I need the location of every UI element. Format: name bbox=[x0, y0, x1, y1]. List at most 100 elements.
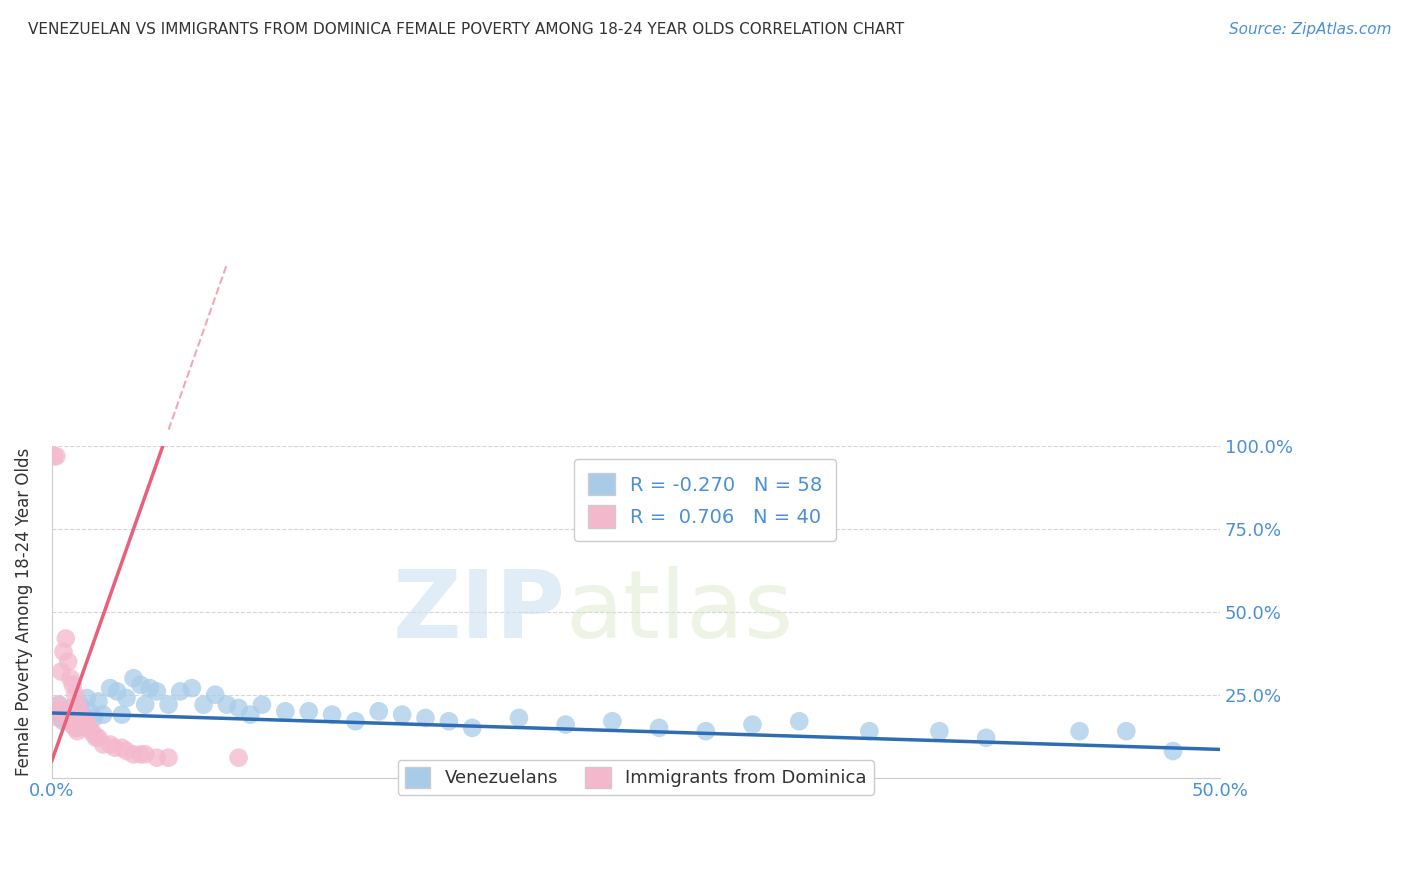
Point bbox=[146, 750, 169, 764]
Point bbox=[787, 714, 810, 729]
Point bbox=[157, 750, 180, 764]
Point bbox=[55, 704, 77, 718]
Point bbox=[77, 704, 100, 718]
Point bbox=[91, 707, 114, 722]
Point bbox=[62, 678, 84, 692]
Point bbox=[111, 707, 134, 722]
Text: Source: ZipAtlas.com: Source: ZipAtlas.com bbox=[1229, 22, 1392, 37]
Point bbox=[69, 698, 91, 712]
Point bbox=[76, 691, 98, 706]
Point bbox=[437, 714, 460, 729]
Point bbox=[367, 704, 389, 718]
Point bbox=[239, 707, 262, 722]
Point bbox=[146, 684, 169, 698]
Point bbox=[63, 721, 86, 735]
Point bbox=[56, 655, 79, 669]
Point bbox=[180, 681, 202, 695]
Point bbox=[228, 701, 250, 715]
Point bbox=[602, 714, 624, 729]
Point bbox=[134, 747, 156, 762]
Text: ZIP: ZIP bbox=[392, 566, 565, 658]
Point bbox=[62, 717, 84, 731]
Point bbox=[52, 704, 75, 718]
Point bbox=[91, 738, 114, 752]
Point bbox=[87, 731, 110, 745]
Point bbox=[105, 684, 128, 698]
Point bbox=[111, 740, 134, 755]
Point bbox=[98, 738, 121, 752]
Point bbox=[169, 684, 191, 698]
Point bbox=[129, 678, 152, 692]
Point bbox=[63, 711, 86, 725]
Point bbox=[1069, 724, 1091, 739]
Point bbox=[76, 714, 98, 729]
Point bbox=[98, 681, 121, 695]
Point bbox=[87, 694, 110, 708]
Point bbox=[298, 704, 321, 718]
Point bbox=[48, 698, 70, 712]
Point bbox=[274, 704, 297, 718]
Point bbox=[228, 750, 250, 764]
Point bbox=[66, 724, 89, 739]
Point bbox=[157, 698, 180, 712]
Point bbox=[63, 688, 86, 702]
Point bbox=[83, 727, 105, 741]
Point bbox=[104, 740, 127, 755]
Point bbox=[204, 688, 226, 702]
Point bbox=[115, 744, 138, 758]
Point bbox=[52, 645, 75, 659]
Point bbox=[122, 671, 145, 685]
Point bbox=[554, 717, 576, 731]
Point bbox=[215, 698, 238, 712]
Point bbox=[84, 731, 107, 745]
Point bbox=[73, 717, 96, 731]
Point bbox=[66, 721, 89, 735]
Point bbox=[461, 721, 484, 735]
Point bbox=[70, 711, 93, 725]
Point bbox=[70, 707, 93, 722]
Point bbox=[508, 711, 530, 725]
Point bbox=[48, 698, 70, 712]
Point bbox=[122, 747, 145, 762]
Point bbox=[741, 717, 763, 731]
Point bbox=[56, 707, 79, 722]
Point bbox=[59, 701, 82, 715]
Point bbox=[45, 704, 67, 718]
Point bbox=[42, 449, 65, 463]
Point bbox=[1161, 744, 1184, 758]
Point bbox=[415, 711, 437, 725]
Text: atlas: atlas bbox=[565, 566, 794, 658]
Point bbox=[695, 724, 717, 739]
Text: VENEZUELAN VS IMMIGRANTS FROM DOMINICA FEMALE POVERTY AMONG 18-24 YEAR OLDS CORR: VENEZUELAN VS IMMIGRANTS FROM DOMINICA F… bbox=[28, 22, 904, 37]
Point bbox=[49, 711, 72, 725]
Point bbox=[974, 731, 997, 745]
Point bbox=[66, 698, 89, 712]
Point bbox=[139, 681, 162, 695]
Point bbox=[52, 714, 75, 729]
Point bbox=[648, 721, 671, 735]
Y-axis label: Female Poverty Among 18-24 Year Olds: Female Poverty Among 18-24 Year Olds bbox=[15, 448, 32, 776]
Point bbox=[80, 724, 103, 739]
Point bbox=[77, 721, 100, 735]
Legend: Venezuelans, Immigrants from Dominica: Venezuelans, Immigrants from Dominica bbox=[398, 760, 873, 795]
Point bbox=[55, 704, 77, 718]
Point bbox=[391, 707, 413, 722]
Point bbox=[83, 711, 105, 725]
Point bbox=[59, 671, 82, 685]
Point bbox=[49, 665, 72, 679]
Point bbox=[69, 704, 91, 718]
Point bbox=[193, 698, 215, 712]
Point bbox=[56, 711, 79, 725]
Point bbox=[1115, 724, 1137, 739]
Point bbox=[73, 714, 96, 729]
Point bbox=[115, 691, 138, 706]
Point bbox=[321, 707, 343, 722]
Point bbox=[62, 717, 84, 731]
Point bbox=[48, 711, 70, 725]
Point bbox=[858, 724, 880, 739]
Point bbox=[45, 449, 67, 463]
Point bbox=[59, 714, 82, 729]
Point bbox=[250, 698, 273, 712]
Point bbox=[928, 724, 950, 739]
Point bbox=[129, 747, 152, 762]
